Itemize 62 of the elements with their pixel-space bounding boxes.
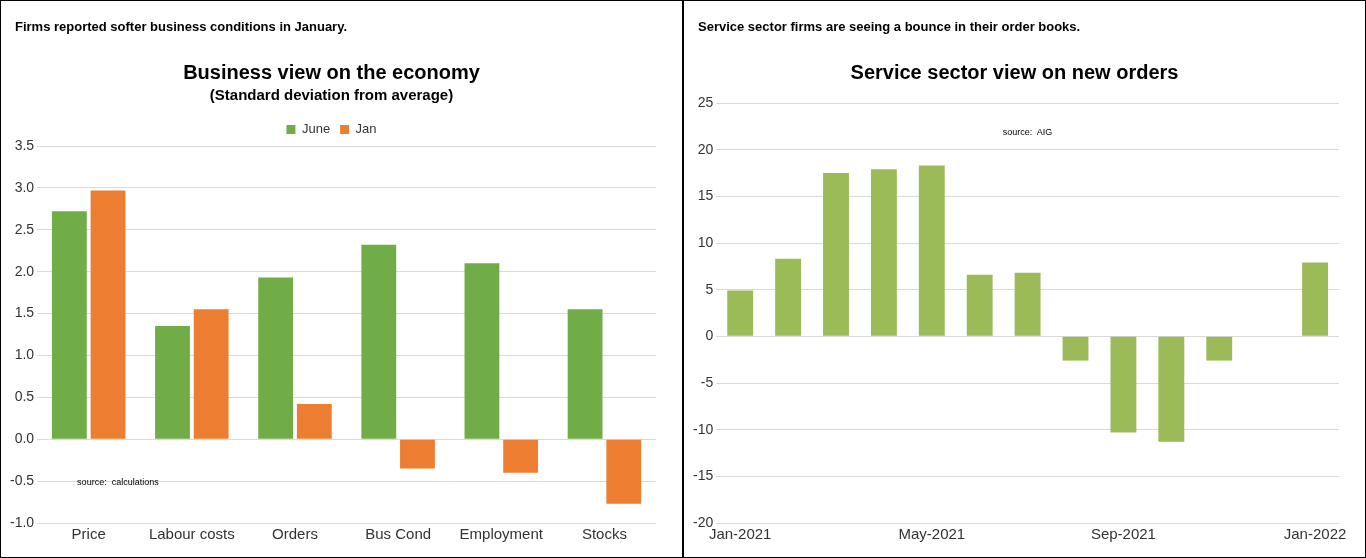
bar: [870, 169, 897, 336]
y-tick-label: -0.5: [10, 471, 35, 488]
y-tick-label: -20: [693, 513, 714, 530]
y-tick-label: 1.5: [14, 304, 35, 321]
y-tick-label: 15: [697, 187, 714, 204]
bar: [90, 190, 126, 439]
bar: [775, 258, 802, 336]
bar: [464, 263, 500, 439]
y-tick-label: 25: [697, 93, 714, 110]
x-tick-label: Sep-2021: [1090, 525, 1156, 543]
y-tick-label: 2.0: [14, 262, 35, 279]
bar: [1110, 336, 1137, 433]
bar: [155, 326, 190, 439]
bar: [966, 274, 993, 336]
bar: [1062, 336, 1089, 361]
x-tick-label: Bus Cond: [365, 525, 432, 543]
y-tick-label: 1.0: [14, 346, 35, 363]
bar: [1014, 272, 1041, 336]
bar: [51, 211, 87, 439]
bar: [258, 277, 294, 439]
legend-label: June: [301, 121, 331, 137]
x-tick-label: Orders: [272, 525, 318, 543]
bar: [1302, 262, 1328, 336]
y-tick-label: 0.0: [14, 430, 35, 447]
bar: [606, 439, 642, 504]
bar: [503, 439, 539, 473]
bar: [361, 244, 397, 439]
y-tick-label: -15: [693, 467, 714, 484]
bar: [296, 404, 332, 439]
x-tick-label: Employment: [459, 525, 544, 543]
chart-subtitle: (Standard deviation from average): [209, 86, 454, 104]
bar: [567, 309, 603, 439]
y-tick-label: 20: [697, 140, 714, 157]
annotation: source: AIG: [1002, 127, 1053, 138]
legend-label: Jan: [355, 121, 377, 137]
chart-title: Service sector view on new orders: [850, 60, 1179, 83]
y-tick-label: 0.5: [14, 388, 35, 405]
x-tick-label: Jan-2022: [1283, 525, 1347, 543]
bar: [193, 309, 229, 439]
y-tick-label: 3.0: [14, 178, 35, 195]
y-tick-label: -5: [700, 373, 714, 390]
y-tick-label: 3.5: [14, 136, 35, 153]
bar: [918, 165, 945, 336]
y-tick-label: -10: [693, 420, 714, 437]
chart-title: Business view on the economy: [183, 60, 481, 83]
y-tick-label: 5: [705, 280, 714, 297]
x-tick-label: Stocks: [581, 525, 627, 543]
y-tick-label: 10: [697, 233, 714, 250]
bar: [1206, 336, 1233, 361]
bar: [400, 439, 435, 469]
y-tick-label: 2.5: [14, 220, 35, 237]
text: Firms reported softer business conditions in January.: [14, 18, 349, 36]
x-tick-label: Labour costs: [148, 525, 235, 543]
y-tick-label: -1.0: [10, 513, 35, 530]
bar: [727, 290, 754, 336]
bar: [823, 173, 849, 336]
text: Service sector firms are seeing a bounce in their order books.: [697, 18, 1082, 36]
y-tick-label: 0: [705, 327, 714, 344]
annotation: source: calculations: [77, 477, 160, 488]
bar: [1158, 336, 1185, 442]
x-tick-label: Price: [71, 525, 106, 543]
x-tick-label: May-2021: [898, 525, 966, 543]
